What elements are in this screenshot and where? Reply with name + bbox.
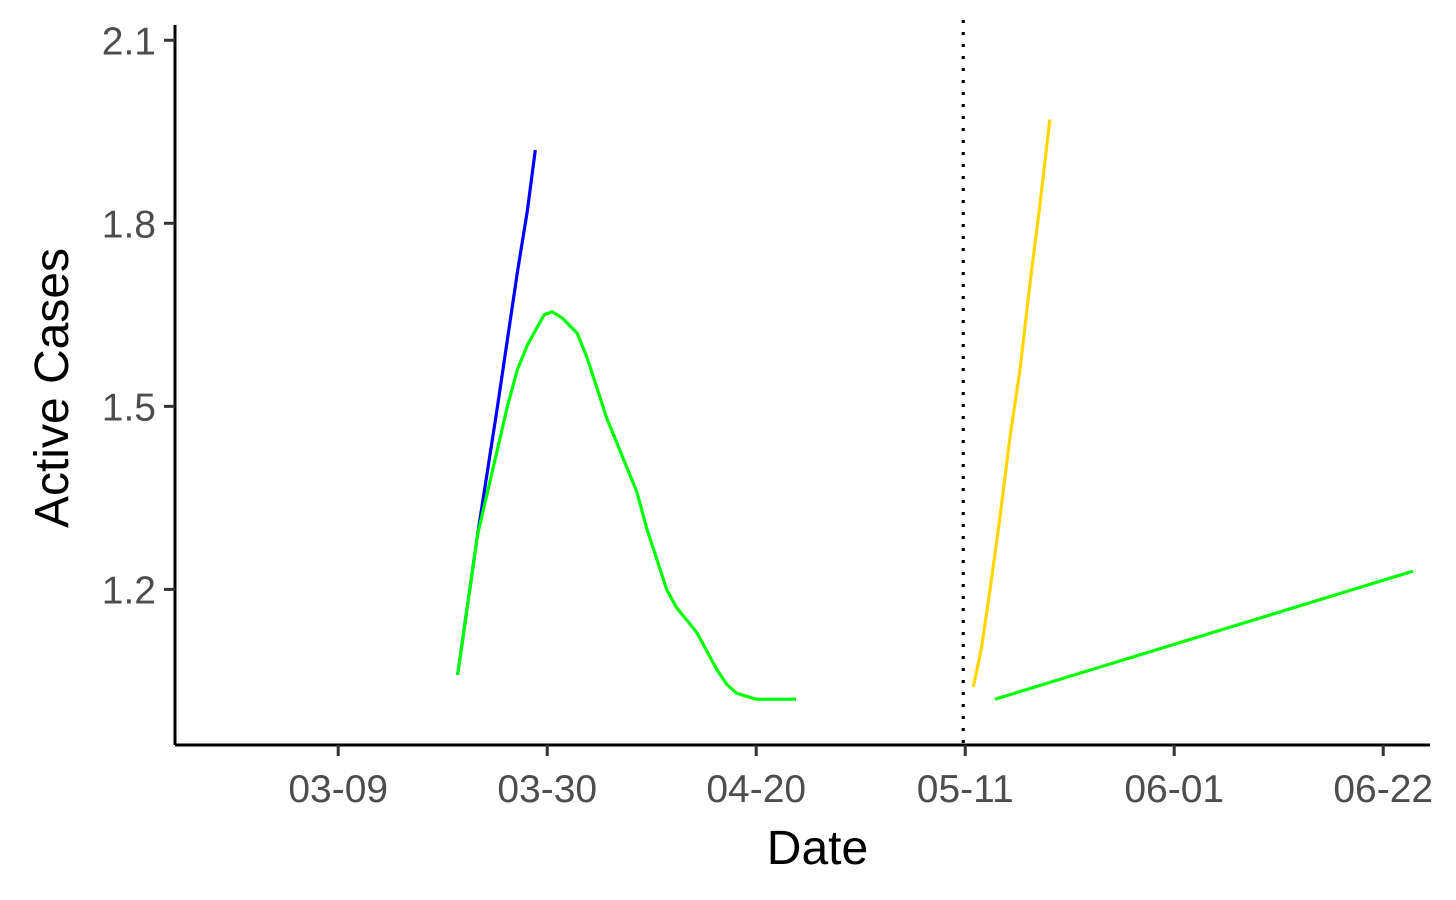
x-tick-label: 03-09	[288, 768, 388, 811]
series-yellow-line	[971, 119, 1052, 688]
y-tick-label: 2.1	[102, 20, 156, 63]
x-tick-label: 03-30	[497, 768, 597, 811]
y-axis-title: Active Cases	[26, 248, 79, 528]
y-axis-ticks: 1.2 1.5 1.8 2.1	[102, 20, 175, 612]
series-green-late-line	[994, 569, 1414, 701]
plot-area	[456, 20, 1414, 745]
x-axis-title: Date	[767, 822, 868, 875]
x-tick-label: 05-11	[917, 768, 1014, 811]
x-tick-label: 06-22	[1333, 768, 1433, 811]
x-tick-label: 04-20	[706, 768, 806, 811]
y-tick-label: 1.2	[102, 569, 156, 612]
y-tick-label: 1.5	[102, 386, 156, 429]
x-tick-label: 06-01	[1124, 768, 1224, 811]
x-axis-ticks: 03-09 03-30 04-20 05-11 06-01 06-22	[288, 745, 1433, 811]
series-green-early-line	[456, 310, 796, 701]
y-tick-label: 1.8	[102, 203, 156, 246]
